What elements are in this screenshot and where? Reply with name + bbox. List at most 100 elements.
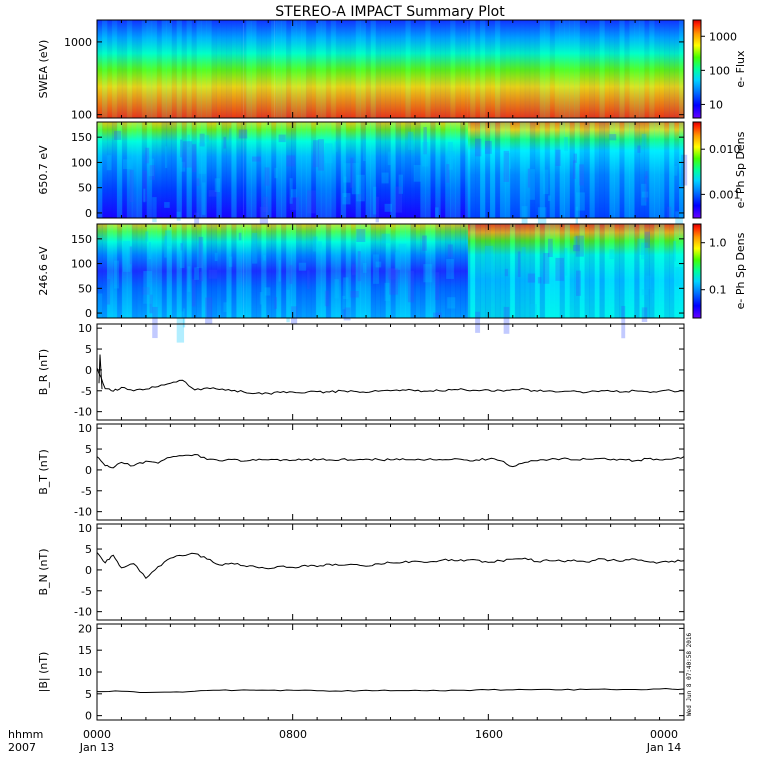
heatmap-speckle-pad_650-87 <box>555 149 561 166</box>
y-tick-label-bn-3: 5 <box>85 543 92 556</box>
heatmap-speckle-pad_246-50 <box>148 241 151 260</box>
heatmap-speckle-pad_650-1 <box>290 197 300 211</box>
year-label: 2007 <box>8 741 36 754</box>
heatmap-texture-column-swea_spectrogram-56 <box>375 20 381 118</box>
heatmap-speckle-pad_246-23 <box>637 238 646 255</box>
heatmap-speckle-pad_650-56 <box>106 155 112 171</box>
heatmap-texture-column-pad_650-29 <box>241 122 247 218</box>
heatmap-texture-column-pad_246-52 <box>355 224 362 318</box>
heatmap-region-pad_650-2 <box>467 122 684 218</box>
heatmap-speckle-pad_246-20 <box>214 252 218 262</box>
heatmap-texture-column-swea_spectrogram-107 <box>629 20 635 118</box>
heatmap-texture-column-pad_246-102 <box>604 224 610 318</box>
heatmap-texture-column-swea_spectrogram-29 <box>241 20 247 118</box>
heatmap-texture-column-swea_spectrogram-99 <box>589 20 595 118</box>
heatmap-texture-column-pad_650-93 <box>559 122 566 218</box>
heatmap-speckle-pad_246-36 <box>274 297 277 309</box>
colorbar-tick-label-pad_246-0: 0.1 <box>709 284 727 297</box>
heatmap-speckle-pad_650-8 <box>356 174 365 202</box>
heatmap-texture-column-pad_246-64 <box>415 224 421 318</box>
heatmap-texture-column-swea_spectrogram-33 <box>261 20 267 118</box>
colorbar-tick-label-pad_650-0: 0.001 <box>709 188 741 201</box>
heatmap-texture-column-pad_246-37 <box>281 224 287 318</box>
line-series-bt <box>96 453 685 469</box>
heatmap-texture-column-pad_246-99 <box>589 224 595 318</box>
heatmap-texture-column-swea_spectrogram-49 <box>340 20 347 118</box>
heatmap-texture-column-swea_spectrogram-25 <box>221 20 227 118</box>
heatmap-speckle-pad_650-41 <box>180 161 186 172</box>
heatmap-texture-column-pad_650-68 <box>435 122 441 218</box>
date-tick-label-4: Jan 14 <box>646 741 681 754</box>
heatmap-speckle-pad_650-79 <box>381 172 389 184</box>
heatmap-speckle-pad_650-58 <box>142 170 148 202</box>
heatmap-texture-column-pad_246-56 <box>375 224 381 318</box>
heatmap-texture-column-swea_spectrogram-20 <box>196 20 202 118</box>
heatmap-speckle-pad_246-43 <box>229 256 233 267</box>
heatmap-region-pad_246-0 <box>97 224 244 318</box>
x-ticks-panel-3 <box>96 324 685 420</box>
heatmap-speckle-pad_246-32 <box>263 254 266 261</box>
heatmap-region-pad_246-1 <box>243 224 468 318</box>
heatmap-speckle-pad_650-59 <box>447 141 453 170</box>
time-tick-label-1: 0000 <box>83 728 111 741</box>
heatmap-texture-column-pad_246-114 <box>664 224 670 318</box>
heatmap-texture-column-swea_spectrogram-16 <box>176 20 182 118</box>
heatmap-speckle-pad_650-22 <box>343 176 347 198</box>
heatmap-texture-column-pad_246-8 <box>136 224 143 318</box>
heatmap-texture-column-pad_650-114 <box>664 122 670 218</box>
heatmap-speckle-pad_650-48 <box>609 134 617 141</box>
heatmap-texture-column-pad_650-55 <box>370 122 376 218</box>
heatmap-speckle-pad_246-67 <box>350 290 359 298</box>
heatmap-texture-column-pad_650-31 <box>251 122 257 218</box>
heatmap-texture-column-pad_246-42 <box>305 224 312 318</box>
heatmap-texture-column-pad_246-0 <box>97 224 103 318</box>
heatmap-texture-column-pad_246-105 <box>619 224 625 318</box>
heatmap-texture-column-swea_spectrogram-51 <box>350 20 357 118</box>
heatmap-texture-column-pad_650-104 <box>614 122 620 218</box>
heatmap-texture-column-pad_650-111 <box>649 122 655 218</box>
heatmap-texture-column-pad_246-77 <box>480 224 486 318</box>
heatmap-texture-column-pad_246-31 <box>251 224 257 318</box>
heatmap-speckle-pad_650-72 <box>122 159 132 170</box>
heatmap-texture-column-pad_650-2 <box>106 122 113 218</box>
heatmap-texture-column-swea_spectrogram-55 <box>370 20 376 118</box>
y-axis-label-swea_spectrogram: SWEA (eV) <box>37 40 50 99</box>
heatmap-texture-column-pad_650-73 <box>460 122 466 218</box>
heatmap-speckle-pad_650-31 <box>373 186 377 215</box>
heatmap-texture-column-pad_650-115 <box>669 122 675 218</box>
time-tick-label-4: 0000 <box>650 728 678 741</box>
heatmap-texture-column-swea_spectrogram-108 <box>634 20 640 118</box>
y-axis-label-bmag: |B| (nT) <box>37 652 50 693</box>
heatmap-speckle-pad_246-78 <box>407 270 414 303</box>
y-tick-label-bn-1: -5 <box>81 585 92 598</box>
heatmap-texture-column-swea_spectrogram-36 <box>276 20 282 118</box>
heatmap-speckle-pad_650-52 <box>199 133 205 147</box>
heatmap-speckle-pad_650-55 <box>572 160 576 179</box>
heatmap-texture-column-pad_650-33 <box>261 122 267 218</box>
y-tick-label-pad_246-3: 150 <box>71 233 92 246</box>
heatmap-texture-column-swea_spectrogram-66 <box>425 20 431 118</box>
heatmap-texture-column-swea_spectrogram-110 <box>644 20 650 118</box>
heatmap-texture-column-pad_246-73 <box>460 224 466 318</box>
heatmap-texture-column-pad_246-83 <box>509 224 516 318</box>
heatmap-texture-column-pad_246-1 <box>101 224 108 318</box>
heatmap-texture-column-swea_spectrogram-23 <box>211 20 217 118</box>
heatmap-texture-column-pad_246-51 <box>350 224 357 318</box>
heatmap-texture-column-swea_spectrogram-27 <box>231 20 237 118</box>
heatmap-texture-column-swea_spectrogram-45 <box>320 20 327 118</box>
heatmap-texture-column-swea_spectrogram-18 <box>186 20 192 118</box>
heatmap-texture-column-pad_650-51 <box>350 122 357 218</box>
heatmap-texture-column-swea_spectrogram-19 <box>191 20 197 118</box>
heatmap-texture-column-swea_spectrogram-41 <box>300 20 307 118</box>
heatmap-texture-column-pad_246-45 <box>320 224 327 318</box>
heatmap-texture-column-swea_spectrogram-32 <box>256 20 262 118</box>
heatmap-speckle-pad_246-4 <box>475 311 481 333</box>
heatmap-texture-column-swea_spectrogram-61 <box>400 20 406 118</box>
heatmap-texture-column-pad_650-96 <box>574 122 580 218</box>
heatmap-speckle-pad_650-62 <box>289 178 293 204</box>
heatmap-texture-column-swea_spectrogram-38 <box>286 20 292 118</box>
heatmap-speckle-pad_650-29 <box>673 165 678 176</box>
heatmap-speckle-pad_246-57 <box>394 252 401 270</box>
hhmm-label: hhmm <box>8 728 43 741</box>
heatmap-region-pad_246-2 <box>467 224 684 318</box>
